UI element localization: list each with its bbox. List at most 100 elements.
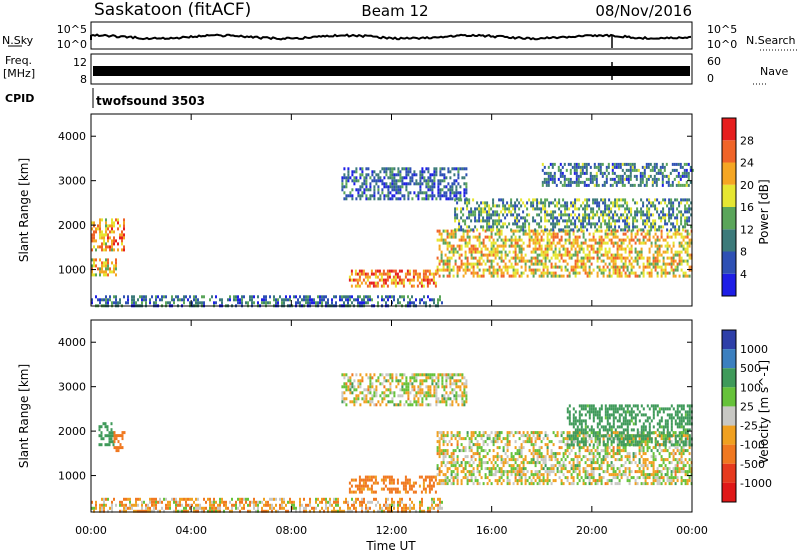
power-cell [628, 253, 631, 257]
power-cell [653, 174, 656, 178]
power-cell [596, 274, 599, 278]
power-cell [464, 238, 467, 242]
power-cell [384, 281, 387, 285]
power-cell [401, 182, 404, 186]
velocity-cell [415, 400, 418, 404]
power-cell [655, 180, 658, 184]
power-cell [364, 275, 367, 279]
power-cell [538, 201, 541, 205]
power-cell [654, 256, 657, 260]
velocity-cell [401, 497, 403, 501]
power-cell [540, 216, 543, 220]
power-cell [447, 188, 450, 192]
power-cell [476, 201, 479, 205]
power-cell [660, 271, 663, 275]
power-cell [428, 278, 431, 282]
power-cell [321, 301, 323, 305]
velocity-cell [430, 484, 433, 488]
power-cell [610, 210, 613, 214]
velocity-cell [568, 431, 571, 435]
power-cell [669, 171, 672, 175]
velocity-cell [265, 503, 267, 507]
power-cell [354, 269, 357, 273]
power-cell [666, 241, 669, 245]
velocity-cell [403, 506, 405, 510]
power-cell [374, 281, 377, 285]
velocity-cell [450, 473, 453, 477]
velocity-cell [385, 497, 387, 501]
power-cell [678, 250, 681, 254]
velocity-cell [367, 500, 369, 504]
power-cell [362, 272, 365, 276]
power-cell [661, 177, 664, 181]
velocity-cell [329, 503, 331, 507]
power-cell [587, 183, 590, 187]
power-cell [556, 204, 559, 208]
velocity-cell [445, 397, 448, 401]
velocity-cell [480, 449, 483, 453]
velocity-cell [405, 376, 408, 380]
power-cell [602, 259, 605, 263]
power-cell [449, 188, 452, 192]
power-cell [572, 238, 575, 242]
velocity-cell [283, 500, 285, 504]
power-cell [350, 272, 353, 276]
power-cell [656, 250, 659, 254]
power-cell [597, 183, 600, 187]
power-cell [347, 173, 350, 177]
power-cell [325, 295, 327, 299]
power-cell [652, 256, 655, 260]
power-cell [504, 250, 507, 254]
velocity-cell [432, 481, 435, 485]
velocity-cell [108, 440, 111, 444]
power-cell [179, 298, 181, 302]
power-cell [141, 301, 143, 305]
power-cell [299, 295, 301, 299]
velocity-cell [412, 484, 415, 488]
velocity-cell [558, 446, 561, 450]
power-cell [460, 244, 463, 248]
velocity-cell [101, 506, 103, 510]
power-cell [131, 295, 133, 299]
power-cell [549, 177, 552, 181]
power-cell [101, 218, 103, 222]
power-cell [551, 174, 554, 178]
velocity-cell [361, 509, 363, 513]
power-cell [582, 259, 585, 263]
nave-label: Nave [760, 65, 788, 78]
velocity-cell [556, 461, 559, 465]
velocity-cell [363, 497, 365, 501]
velocity-cell [532, 431, 535, 435]
velocity-cell [462, 446, 465, 450]
velocity-cell [568, 482, 571, 486]
power-cell [628, 259, 631, 263]
velocity-cell [207, 509, 209, 513]
power-cell [426, 284, 429, 288]
velocity-cell [544, 470, 547, 474]
velocity-cell [345, 500, 347, 504]
velocity-cell [512, 455, 515, 459]
velocity-cell [371, 500, 373, 504]
power-cell [522, 225, 525, 229]
velocity-cell [213, 509, 215, 513]
power-cell [623, 183, 626, 187]
velocity-cell [500, 467, 503, 471]
velocity-cell [446, 482, 449, 486]
power-cell [109, 270, 111, 274]
velocity-cell [345, 388, 348, 392]
power-cell [419, 173, 422, 177]
power-cell [620, 244, 623, 248]
power-cell [540, 219, 543, 223]
power-cell [626, 207, 629, 211]
power-cell [584, 256, 587, 260]
power-cell [620, 238, 623, 242]
power-cell [427, 176, 430, 180]
power-cell [343, 185, 346, 189]
power-cell [131, 301, 133, 305]
velocity-cell [464, 455, 467, 459]
power-cell [546, 265, 549, 269]
power-cell [113, 264, 115, 268]
power-cell [386, 269, 389, 273]
power-cell [488, 268, 491, 272]
power-cell [684, 229, 687, 233]
